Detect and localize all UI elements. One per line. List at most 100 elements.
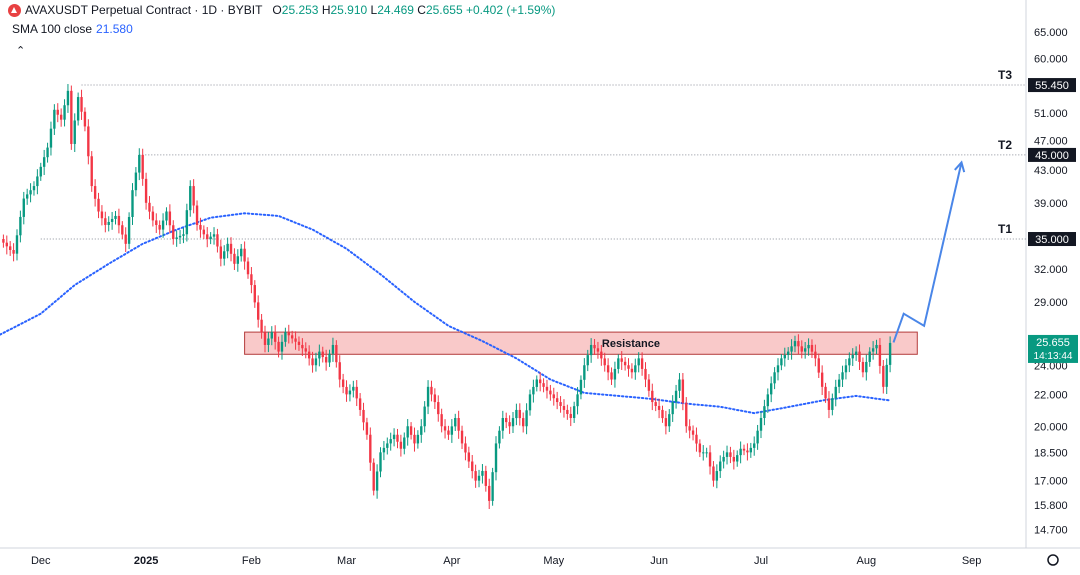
candle-body	[807, 344, 810, 349]
candle-body	[263, 332, 267, 345]
candle-body	[583, 365, 586, 380]
symbol-header: AVAXUSDT Perpetual Contract · 1D · BYBIT…	[8, 3, 555, 17]
candle-body	[114, 215, 117, 219]
candle-body	[858, 351, 861, 362]
x-tick-label: 2025	[134, 555, 158, 567]
candle-body	[759, 417, 763, 431]
candle-body	[515, 409, 518, 419]
candle-body	[185, 210, 189, 235]
candle-body	[100, 211, 104, 219]
candle-body	[338, 362, 341, 380]
settings-icon[interactable]	[1047, 554, 1059, 566]
target-tag-value: 35.000	[1035, 234, 1069, 246]
chevron-up-icon[interactable]: ⌃	[16, 45, 26, 57]
candle-body	[216, 234, 219, 247]
candle-body	[253, 285, 256, 303]
candle-body	[168, 211, 172, 226]
ohlc-readout: O25.253 H25.910 L24.469 C25.655 +0.402 (…	[272, 3, 556, 17]
resistance-zone	[244, 331, 918, 355]
candle-body	[273, 332, 277, 342]
candle-body	[440, 414, 443, 427]
candle-body	[861, 361, 865, 373]
candle-body	[199, 224, 202, 230]
candle-body	[294, 338, 297, 342]
candle-body	[555, 398, 559, 403]
candle-body	[566, 409, 569, 414]
candle-body	[623, 361, 627, 366]
candle-body	[304, 348, 307, 352]
symbol-title[interactable]: AVAXUSDT Perpetual Contract · 1D · BYBIT	[25, 3, 263, 17]
candle-body	[505, 417, 508, 423]
candle-body	[314, 358, 318, 366]
candle-body	[335, 344, 338, 363]
candle-body	[851, 354, 854, 359]
candle-body	[484, 470, 488, 486]
candle-body	[559, 402, 562, 406]
candle-body	[324, 357, 328, 363]
candle-body	[124, 234, 127, 244]
candle-body	[358, 398, 362, 410]
candle-body	[756, 430, 759, 444]
candle-body	[817, 358, 820, 373]
candle-body	[481, 470, 484, 476]
candle-body	[454, 417, 457, 427]
candle-body	[640, 358, 644, 369]
candle-body	[647, 379, 651, 391]
candle-body	[698, 443, 702, 453]
candle-body	[708, 452, 712, 467]
candle-body	[2, 239, 5, 243]
candle-body	[396, 434, 399, 442]
candle-body	[803, 348, 807, 352]
target-label-t2: T2	[998, 138, 1012, 152]
candle-body	[155, 220, 158, 226]
candle-body	[549, 390, 552, 395]
candle-body	[138, 154, 141, 173]
candle-body	[477, 475, 481, 481]
candle-body	[25, 194, 29, 199]
candle-body	[827, 398, 831, 410]
candle-body	[763, 406, 766, 418]
candle-body	[688, 426, 691, 431]
candle-body	[820, 372, 824, 387]
candle-body	[729, 452, 732, 457]
candle-body	[576, 394, 579, 407]
candle-body	[219, 246, 223, 259]
candle-body	[518, 409, 521, 419]
target-tag-value: 55.450	[1035, 80, 1069, 92]
sma-100-line	[0, 212, 892, 415]
y-tick-label: 60.000	[1034, 54, 1068, 66]
candle-body	[42, 157, 46, 167]
candle-body	[467, 452, 471, 462]
close-value: 25.655	[425, 3, 463, 17]
candle-body	[501, 417, 504, 431]
y-tick-label: 24.000	[1034, 360, 1068, 372]
candle-body	[260, 319, 263, 333]
target-label-t3: T3	[998, 68, 1012, 82]
x-tick-label: Dec	[31, 555, 51, 567]
candle-body	[668, 414, 671, 427]
candle-body	[671, 402, 674, 415]
candle-body	[5, 242, 8, 247]
candle-body	[70, 90, 73, 144]
sma-legend[interactable]: SMA 100 close 21.580	[12, 22, 133, 36]
candle-body	[39, 166, 42, 177]
candle-body	[739, 448, 742, 456]
candle-body	[786, 351, 790, 355]
candle-body	[369, 434, 372, 463]
candle-body	[257, 302, 260, 320]
candle-body	[532, 386, 535, 395]
candle-body	[471, 461, 474, 472]
candle-body	[511, 418, 515, 427]
candle-body	[161, 220, 165, 230]
candle-body	[426, 386, 430, 407]
candle-body	[603, 358, 606, 366]
candle-body	[151, 211, 155, 221]
x-tick-label: Aug	[857, 555, 877, 567]
candle-body	[240, 248, 243, 257]
candle-body	[352, 386, 355, 391]
candle-body	[644, 368, 647, 380]
candle-body	[800, 346, 803, 352]
candle-body	[19, 216, 22, 236]
